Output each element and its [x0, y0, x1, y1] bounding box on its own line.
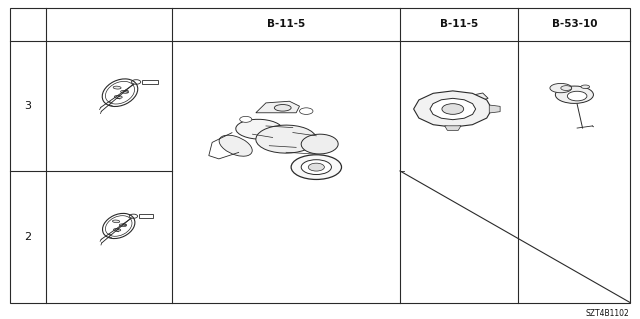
Text: B-11-5: B-11-5	[267, 19, 305, 29]
Polygon shape	[430, 98, 476, 120]
Ellipse shape	[115, 95, 122, 98]
Ellipse shape	[121, 90, 129, 93]
Ellipse shape	[106, 216, 132, 236]
Ellipse shape	[256, 125, 316, 153]
Circle shape	[442, 104, 464, 114]
Bar	[142, 80, 158, 84]
Ellipse shape	[550, 83, 572, 93]
Ellipse shape	[561, 86, 572, 91]
Text: B-11-5: B-11-5	[440, 19, 478, 29]
Ellipse shape	[301, 134, 338, 154]
Ellipse shape	[275, 105, 291, 111]
Ellipse shape	[291, 155, 342, 180]
Text: SZT4B1102: SZT4B1102	[586, 309, 629, 318]
Polygon shape	[413, 91, 492, 127]
Ellipse shape	[236, 119, 283, 139]
Ellipse shape	[113, 86, 121, 89]
Text: 2: 2	[24, 232, 31, 242]
Polygon shape	[256, 101, 300, 113]
Ellipse shape	[219, 135, 252, 156]
Ellipse shape	[113, 228, 121, 231]
Circle shape	[240, 116, 252, 122]
Polygon shape	[463, 93, 488, 102]
Ellipse shape	[102, 79, 138, 107]
Text: B-53-10: B-53-10	[552, 19, 597, 29]
Ellipse shape	[119, 224, 127, 226]
Circle shape	[300, 108, 313, 115]
Ellipse shape	[113, 220, 120, 223]
Polygon shape	[445, 126, 461, 130]
Ellipse shape	[581, 85, 589, 88]
Polygon shape	[489, 105, 500, 113]
Ellipse shape	[102, 213, 135, 239]
Circle shape	[567, 91, 587, 101]
Text: 3: 3	[24, 101, 31, 111]
Ellipse shape	[556, 86, 593, 103]
Ellipse shape	[301, 160, 332, 174]
Circle shape	[308, 163, 324, 171]
Ellipse shape	[106, 81, 134, 104]
Bar	[139, 214, 154, 218]
